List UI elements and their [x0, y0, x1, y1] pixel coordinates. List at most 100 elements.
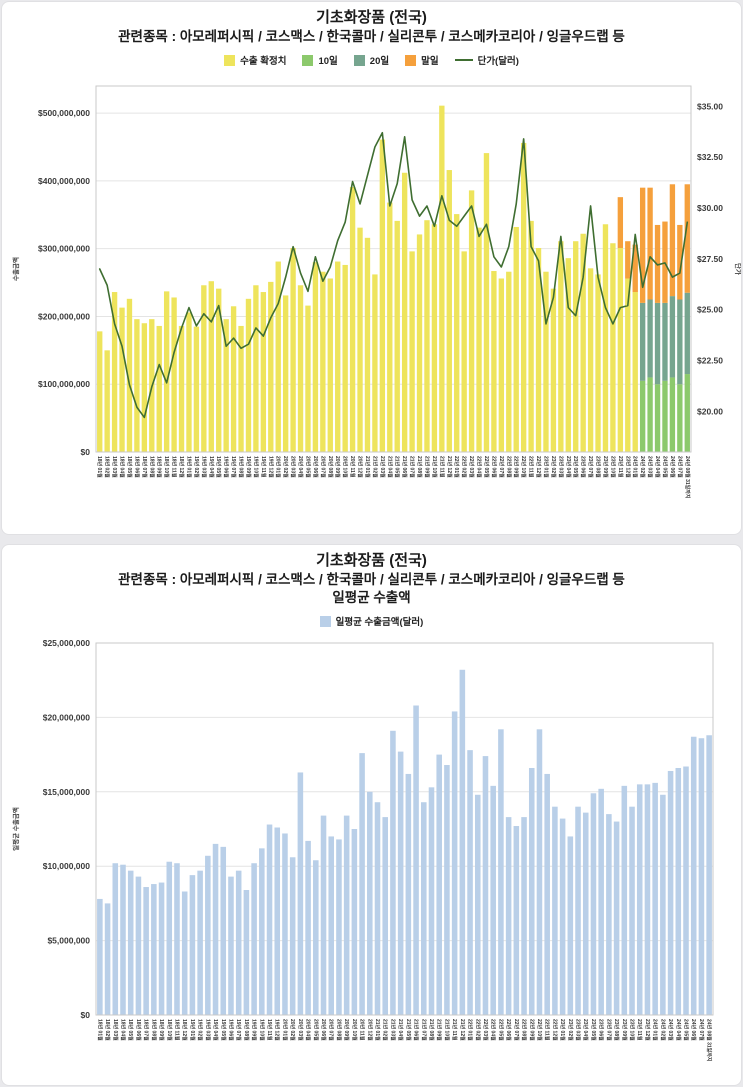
legend-item: 수출 확정치: [224, 53, 286, 67]
x-axis-tick-label: 20년 02월: [282, 456, 289, 478]
x-axis-tick-label: 21년 08월: [428, 1019, 435, 1041]
x-axis-tick-label: 19년 05월: [220, 1019, 227, 1041]
x-axis-tick-label: 20년 08월: [327, 456, 334, 478]
bar-segment-confirmed: [163, 291, 170, 452]
bar-segment-confirmed: [193, 326, 200, 452]
bar-segment-daily-average: [243, 890, 250, 1015]
bar-segment-confirmed: [573, 241, 579, 452]
bar-segment-daily-average: [220, 846, 227, 1015]
x-axis-tick-label: 23년 11월: [636, 1019, 643, 1041]
x-axis-tick-label: 20년 04월: [297, 456, 304, 478]
bar-segment-confirmed: [178, 325, 185, 452]
bar-segment-daily-average: [266, 824, 273, 1015]
bar-segment-confirmed: [201, 285, 207, 452]
x-axis-tick-label: 22년 02월: [461, 456, 468, 478]
right-y-axis-tick-label: $22.50: [697, 356, 723, 366]
x-axis-tick-label: 22년 10월: [520, 456, 527, 478]
x-axis-tick-label: 21년 02월: [371, 456, 378, 478]
bar-segment-daily-average: [467, 750, 473, 1015]
bar-segment-daily-average: [698, 738, 705, 1015]
x-axis-tick-label: 18년 06월: [133, 456, 140, 478]
bar-segment-confirmed: [580, 233, 586, 452]
bar-segment-confirmed: [387, 202, 393, 452]
bar-segment-daily-average: [313, 860, 319, 1015]
bar-segment-confirmed: [625, 278, 631, 452]
bar-segment-confirmed: [275, 261, 281, 452]
x-axis-tick-label: 23년 12월: [644, 1019, 651, 1041]
x-axis-tick-label: 18년 12월: [178, 456, 185, 478]
chart2-subtitle2: 일평균 수출액: [332, 590, 411, 605]
bar-segment-day20: [669, 296, 676, 378]
x-axis-tick-label: 19년 03월: [200, 456, 207, 478]
plot-frame: [95, 642, 714, 1016]
bar-segment-daily-average: [251, 863, 257, 1015]
bar-segment-daily-average: [181, 891, 188, 1015]
x-axis-tick-label: 23년 03월: [575, 1019, 582, 1041]
legend-item: 단가(달러): [454, 53, 519, 67]
x-axis-tick-label: 18년 01월: [96, 1019, 103, 1041]
bar-segment-confirmed: [297, 285, 304, 452]
x-axis-tick-label: 20년 05월: [312, 1019, 319, 1041]
bar-segment-day10: [684, 374, 690, 452]
x-axis-tick-label: 18년 04월: [119, 1019, 126, 1041]
x-axis-tick-label: 20년 12월: [366, 1019, 373, 1041]
x-axis-tick-label: 22년 08월: [505, 456, 512, 478]
chart2-legend: 일평균 수출금액(달러): [2, 613, 741, 629]
bar-segment-confirmed: [528, 220, 534, 452]
x-axis-tick-label: 22년 12월: [535, 456, 542, 478]
bar-segment-confirmed: [260, 292, 267, 452]
x-axis-tick-label: 20년 02월: [289, 1019, 296, 1041]
x-axis-tick-label: 23년 11월: [617, 456, 624, 478]
bar-segment-daily-average: [189, 875, 196, 1015]
x-axis-tick-label: 22년 06월: [490, 456, 497, 478]
bar-segment-confirmed: [543, 271, 549, 452]
x-axis-tick-label: 23년 06월: [580, 456, 587, 478]
bar-segment-daily-average: [382, 817, 388, 1015]
x-axis-tick-label: 24년 08월 31일까지: [684, 456, 691, 499]
legend-color-swatch: [302, 54, 314, 66]
y-axis-tick-label: $0: [81, 447, 91, 457]
bar-segment-daily-average: [274, 827, 281, 1015]
legend-label: 수출 확정치: [240, 56, 287, 67]
x-axis-tick-label: 19년 10월: [258, 1019, 265, 1041]
x-axis-tick-label: 21년 04월: [386, 456, 393, 478]
x-axis-tick-label: 19년 04월: [212, 1019, 219, 1041]
bar-segment-daily-average: [205, 855, 211, 1015]
legend-color-swatch: [353, 54, 365, 66]
x-axis-tick-label: 20년 03월: [297, 1019, 304, 1041]
bar-segment-confirmed: [617, 247, 624, 452]
bar-segment-confirmed: [632, 292, 638, 452]
left-axis-title: 수출금액: [11, 257, 20, 281]
x-axis-tick-label: 21년 10월: [431, 456, 438, 478]
x-axis-tick-label: 18년 09월: [158, 1019, 165, 1041]
x-axis-tick-label: 24년 02월: [659, 1019, 666, 1041]
x-axis-tick-label: 23년 09월: [621, 1019, 628, 1041]
right-y-axis-tick-label: $35.00: [697, 101, 723, 111]
bar-segment-confirmed: [230, 306, 237, 452]
bar-segment-daily-average: [413, 705, 419, 1015]
x-axis-tick-label: 18년 10월: [163, 456, 170, 478]
y-axis-tick-label: $25,000,000: [43, 638, 91, 648]
bar-segment-eom: [669, 184, 676, 297]
x-axis-tick-label: 20년 06월: [312, 456, 319, 478]
x-axis-tick-label: 18년 05월: [126, 456, 133, 478]
y-axis-tick-label: $200,000,000: [38, 311, 90, 321]
x-axis-tick-label: 23년 09월: [602, 456, 609, 478]
x-axis-tick-label: 23년 03월: [557, 456, 564, 478]
bar-segment-confirmed: [349, 186, 356, 452]
x-axis-tick-label: 18년 05월: [127, 1019, 134, 1041]
bar-segment-confirmed: [461, 251, 467, 452]
bar-segment-confirmed: [320, 271, 326, 452]
bar-segment-daily-average: [343, 815, 350, 1015]
bar-segment-confirmed: [327, 278, 333, 452]
bar-segment-daily-average: [644, 784, 651, 1015]
y-axis-tick-label: $20,000,000: [43, 712, 91, 722]
bar-segment-confirmed: [141, 323, 148, 452]
bar-segment-daily-average: [606, 814, 612, 1015]
x-axis-tick-label: 19년 05월: [215, 456, 222, 478]
x-axis-tick-label: 18년 03월: [112, 1019, 119, 1041]
x-axis-tick-label: 20년 09월: [334, 456, 341, 478]
x-axis-tick-label: 18년 07월: [141, 456, 148, 478]
bar-segment-day20: [684, 292, 690, 375]
chart1-legend: 수출 확정치 10일 20일 말일 단가(달러): [2, 52, 741, 68]
